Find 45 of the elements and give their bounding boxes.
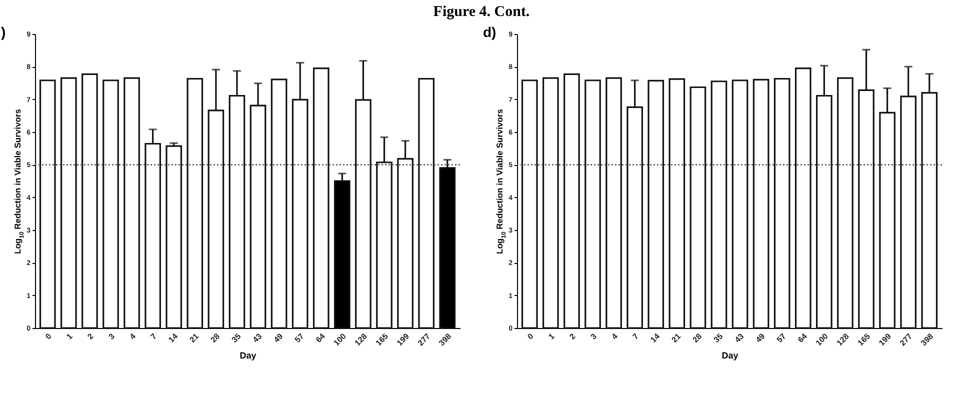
x-tick-label: 165 <box>856 331 872 348</box>
x-tick-label: 4 <box>128 331 138 342</box>
x-tick-label: 64 <box>796 331 810 344</box>
x-tick-label: 14 <box>648 331 662 344</box>
x-tick-label: 57 <box>293 331 306 344</box>
x-tick-label: 1 <box>64 331 75 342</box>
x-tick-label: 2 <box>86 331 96 342</box>
x-tick-label: 28 <box>690 331 704 344</box>
x-tick-label: 165 <box>374 331 390 348</box>
x-tick-label: 128 <box>835 331 852 348</box>
x-tick-label: 4 <box>610 331 620 342</box>
text: ) <box>1 24 6 40</box>
x-tick-label: 57 <box>775 331 788 344</box>
x-axis-title: Day <box>722 350 738 361</box>
x-tick-label: 128 <box>353 331 370 348</box>
x-tick-label: 28 <box>208 331 222 344</box>
x-tick-label: 64 <box>314 331 328 344</box>
x-tick-label: 7 <box>148 331 159 342</box>
x-tick-label: 1 <box>546 331 557 342</box>
x-tick-label: 35 <box>230 331 244 344</box>
x-tick-label: 100 <box>332 331 348 348</box>
x-tick-label: 277 <box>416 331 432 348</box>
text: d) <box>483 24 496 40</box>
x-tick-label: 0 <box>44 331 54 342</box>
x-tick-label: 277 <box>898 331 914 348</box>
x-tick-label: 21 <box>188 331 201 344</box>
x-tick-label: 49 <box>754 331 768 344</box>
x-tick-label: 3 <box>588 331 599 342</box>
x-tick-label: 21 <box>670 331 683 344</box>
chart-title: Figure 4. Cont. <box>433 4 530 20</box>
x-axis-title: Day <box>240 350 256 361</box>
x-tick-label: 14 <box>166 331 180 344</box>
x-tick-label: 100 <box>814 331 830 348</box>
x-tick-label: 49 <box>272 331 286 344</box>
x-tick-label: 398 <box>437 331 454 348</box>
x-tick-label: 199 <box>395 331 412 348</box>
x-tick-label: 3 <box>106 331 117 342</box>
x-tick-label: 0 <box>526 331 536 342</box>
x-tick-label: 199 <box>877 331 894 348</box>
x-tick-label: 7 <box>630 331 641 342</box>
x-tick-label: 35 <box>712 331 726 344</box>
x-tick-label: 2 <box>568 331 578 342</box>
x-tick-label: 398 <box>919 331 936 348</box>
x-tick-label: 43 <box>251 331 264 344</box>
x-tick-label: 43 <box>733 331 746 344</box>
